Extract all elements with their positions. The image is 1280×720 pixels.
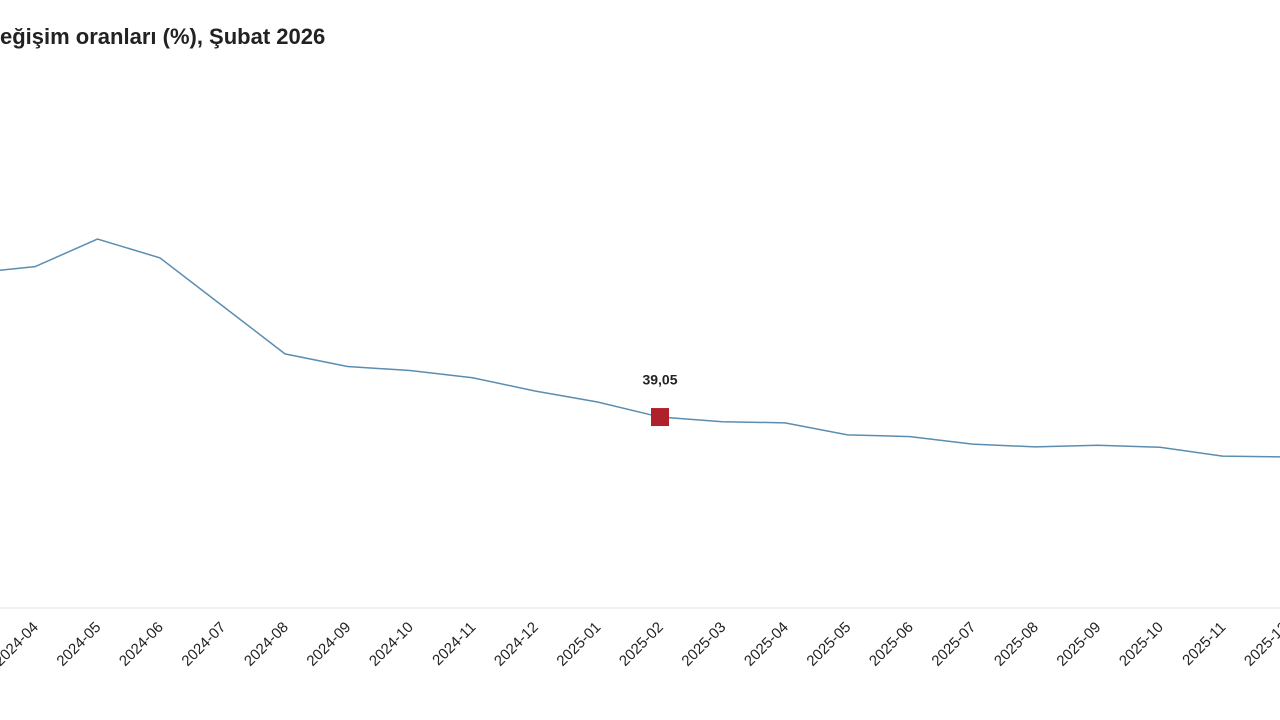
x-tick-label: 2025-01 bbox=[553, 619, 604, 670]
x-tick-label: 2024-06 bbox=[116, 619, 167, 670]
x-tick-label: 2024-08 bbox=[241, 619, 292, 670]
data-label: 39,05 bbox=[642, 372, 677, 388]
x-tick-label: 2024-09 bbox=[303, 619, 354, 670]
x-tick-label: 2025-08 bbox=[991, 619, 1042, 670]
x-tick-label: 2025-03 bbox=[678, 619, 729, 670]
x-tick-label: 2025-12 bbox=[1241, 619, 1280, 670]
x-tick-label: 2024-10 bbox=[366, 619, 417, 670]
highlight-marker bbox=[651, 408, 669, 427]
x-tick-label: 2024-11 bbox=[429, 619, 479, 669]
x-tick-label: 2025-06 bbox=[866, 619, 917, 670]
x-tick-label: 2024-12 bbox=[491, 619, 542, 670]
x-tick-label: 2025-09 bbox=[1053, 619, 1104, 670]
chart-title: eğişim oranları (%), Şubat 2026 bbox=[0, 24, 325, 49]
x-tick-label: 2025-05 bbox=[803, 619, 854, 670]
line bbox=[0, 238, 1280, 458]
x-tick-label: 2025-10 bbox=[1116, 619, 1167, 670]
x-tick-label: 2025-11 bbox=[1179, 619, 1229, 669]
x-tick-label: 2024-07 bbox=[178, 619, 229, 670]
x-tick-label: 2025-07 bbox=[928, 619, 979, 670]
x-tick-label: 2025-04 bbox=[741, 619, 792, 670]
x-tick-label: 2024-05 bbox=[53, 619, 104, 670]
x-tick-label: 2024-04 bbox=[0, 619, 42, 670]
x-tick-label: 2025-02 bbox=[616, 619, 667, 670]
